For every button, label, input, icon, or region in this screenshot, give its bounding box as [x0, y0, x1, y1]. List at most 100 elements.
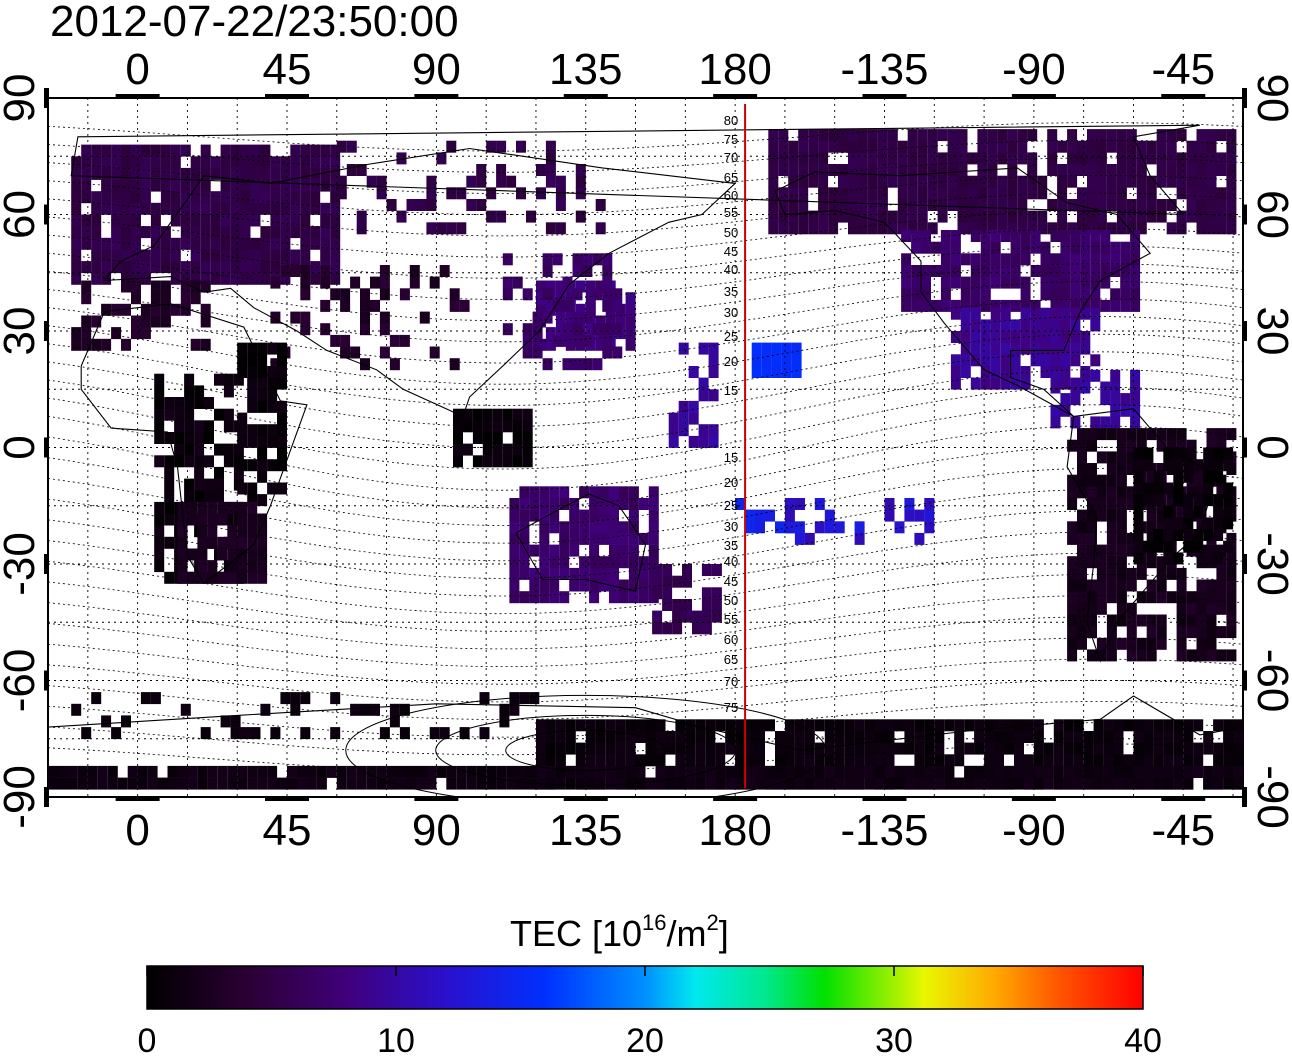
tec-cell [121, 191, 131, 204]
tec-cell [227, 777, 238, 790]
tec-cell [874, 719, 885, 732]
tec-cell [987, 140, 998, 153]
tec-cell [565, 765, 576, 778]
tec-cell [1050, 276, 1061, 289]
tec-cell [542, 265, 553, 277]
tec-cell [223, 455, 234, 468]
tec-cell [1090, 230, 1101, 242]
tec-cell [270, 727, 281, 740]
tec-cell [701, 622, 712, 635]
tec-cell [1087, 140, 1097, 153]
tec-cell [595, 719, 606, 732]
tec-cell [1070, 354, 1081, 367]
tec-cell [174, 455, 185, 468]
tec-cell [220, 179, 231, 192]
tec-cell [140, 272, 151, 285]
tec-cell [857, 129, 868, 142]
tec-cell [1196, 140, 1207, 153]
tec-cell [1153, 470, 1164, 483]
tec-cell [519, 498, 530, 510]
tec-cell [970, 265, 981, 277]
tec-cell [937, 175, 948, 188]
tec-cell [137, 777, 148, 790]
tec-cell [237, 482, 248, 495]
tec-cell [638, 567, 649, 580]
tec-cell [944, 719, 955, 732]
tec-cell [857, 152, 868, 165]
tec-cell [1226, 567, 1237, 580]
tec-cell [784, 719, 795, 732]
tec-cell [453, 420, 463, 433]
tec-cell [399, 288, 410, 301]
tec-cell [214, 373, 224, 386]
tec-cell [131, 280, 141, 293]
frame-ticks [44, 88, 1247, 807]
tec-cell [1110, 393, 1121, 406]
tec-cell [396, 210, 407, 223]
tec-cell [71, 237, 82, 250]
tec-cell [645, 754, 656, 767]
tec-cell [1017, 175, 1028, 188]
tec-cell [360, 703, 370, 716]
tec-cell [539, 509, 550, 522]
tec-cell [346, 777, 357, 790]
tec-cell [140, 167, 151, 180]
tec-cell [111, 144, 122, 157]
tec-cell [857, 199, 868, 211]
tec-cell [1186, 199, 1197, 211]
tec-cell [765, 777, 775, 790]
tec-cell [735, 765, 746, 778]
tec-cell [980, 299, 991, 312]
tec-cell [1183, 754, 1194, 767]
tec-cell [519, 486, 530, 499]
tec-cell [788, 164, 799, 176]
tec-cell [894, 521, 905, 534]
tec-cell [1126, 210, 1137, 223]
tec-cell [1057, 175, 1068, 188]
tec-cell [715, 754, 726, 767]
tec-cell [834, 719, 845, 732]
tec-cell [612, 346, 623, 359]
tec-cell [197, 536, 208, 549]
tec-cell [297, 777, 307, 790]
tec-cell [595, 742, 606, 755]
tec-cell [950, 241, 961, 254]
tec-cell [1226, 164, 1237, 176]
tec-cell [794, 498, 805, 510]
bottom-tick-mark [115, 796, 160, 801]
tec-cell [1183, 517, 1194, 530]
tec-cell [595, 765, 606, 778]
tec-cell [1020, 342, 1031, 355]
tec-cell [1206, 591, 1217, 604]
tec-cell [1213, 505, 1224, 518]
tec-cell [974, 777, 985, 790]
tec-cell [1077, 556, 1087, 569]
tec-cell [1196, 187, 1207, 200]
tec-cell [1067, 567, 1078, 580]
tec-cell [682, 564, 692, 576]
tec-cell [1010, 230, 1021, 242]
tec-cell [87, 777, 98, 790]
tec-cell [532, 334, 543, 347]
tec-cell [1166, 428, 1177, 441]
tec-cell [794, 742, 805, 755]
tec-cell [924, 509, 935, 522]
tec-cell [808, 140, 819, 153]
tec-cell [648, 486, 659, 499]
tec-cell [1096, 544, 1107, 557]
tec-cell [1183, 742, 1194, 755]
tec-cell [1110, 416, 1121, 429]
tec-cell [1096, 591, 1107, 604]
tec-cell [247, 513, 258, 526]
tec-cell [1004, 742, 1014, 755]
tec-cell [844, 765, 855, 778]
colorbar-tick-label: 20 [626, 1022, 664, 1057]
tec-cell [834, 765, 845, 778]
tec-cell [379, 276, 390, 289]
tec-cell [867, 152, 878, 165]
tec-cell [1040, 331, 1051, 343]
tec-cell [545, 777, 556, 790]
tec-cell [277, 342, 287, 355]
tec-cell [277, 447, 287, 460]
tec-cell [1196, 210, 1207, 223]
